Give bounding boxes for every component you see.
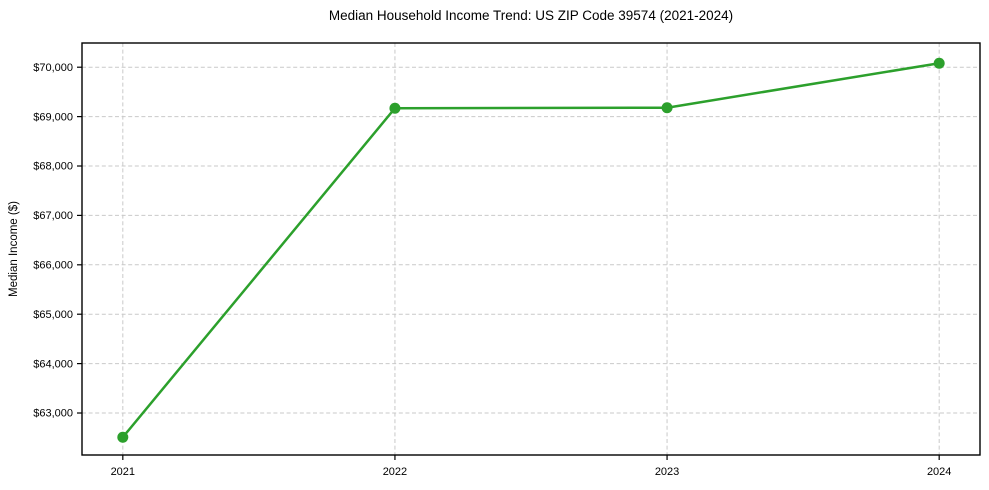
- y-tick-label: $70,000: [33, 62, 73, 74]
- y-tick-label: $67,000: [33, 210, 73, 222]
- data-point: [389, 102, 401, 114]
- x-tick-label: 2023: [655, 466, 679, 478]
- plot-border: [81, 42, 981, 456]
- y-tick-label: $69,000: [33, 111, 73, 123]
- y-tick-label: $64,000: [33, 358, 73, 370]
- y-tick-label: $66,000: [33, 260, 73, 272]
- data-point: [933, 57, 945, 69]
- x-tick-label: 2022: [383, 466, 407, 478]
- x-tick-label: 2021: [111, 466, 135, 478]
- y-tick-label: $63,000: [33, 408, 73, 420]
- x-tick-label: 2024: [927, 466, 951, 478]
- y-tick-label: $68,000: [33, 161, 73, 173]
- data-point: [117, 431, 129, 443]
- y-tick-label: $65,000: [33, 309, 73, 321]
- chart-title: Median Household Income Trend: US ZIP Co…: [328, 8, 734, 23]
- trend-line: [121, 62, 941, 439]
- data-point: [661, 102, 673, 114]
- y-axis-label: Median Income ($): [8, 201, 20, 297]
